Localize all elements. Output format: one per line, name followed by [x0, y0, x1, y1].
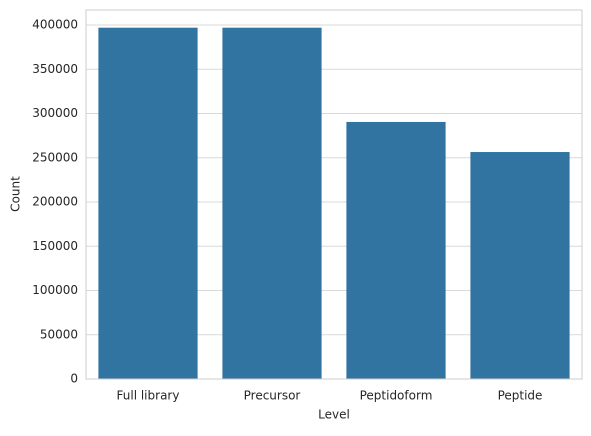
plot-frame	[85, 9, 583, 380]
x-tick-label: Precursor	[244, 389, 301, 403]
y-axis-title: Count	[9, 176, 23, 212]
x-tick-label: Peptide	[498, 389, 543, 403]
x-tick-label: Peptidoform	[360, 389, 433, 403]
y-tick-label: 350000	[32, 62, 78, 76]
y-tick-label: 200000	[32, 195, 78, 209]
x-tick-label: Full library	[117, 389, 180, 403]
y-tick-label: 100000	[32, 283, 78, 297]
bar	[98, 27, 198, 379]
y-tick-label: 250000	[32, 150, 78, 164]
bar	[346, 121, 446, 380]
y-tick-label: 50000	[40, 327, 78, 341]
y-tick-label: 0	[70, 372, 78, 386]
bar	[222, 27, 322, 379]
y-tick-label: 300000	[32, 106, 78, 120]
y-tick-label: 400000	[32, 18, 78, 32]
x-axis-title: Level	[318, 408, 350, 422]
y-tick-label: 150000	[32, 239, 78, 253]
bar	[470, 152, 570, 379]
